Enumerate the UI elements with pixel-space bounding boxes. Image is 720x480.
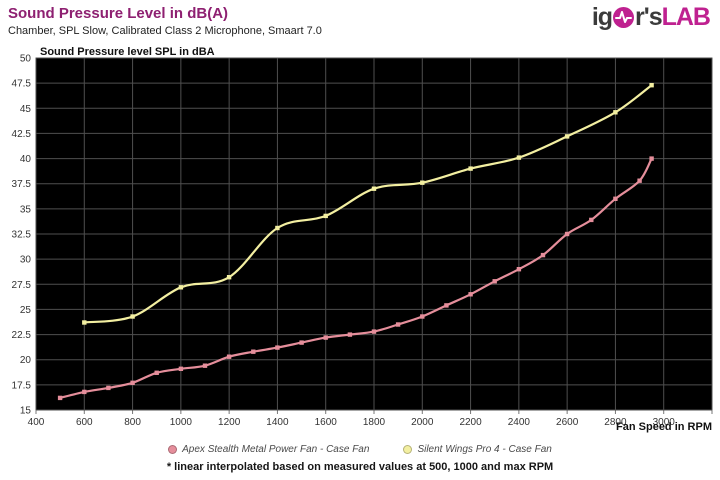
svg-text:22.5: 22.5 xyxy=(12,330,32,341)
svg-text:37.5: 37.5 xyxy=(12,179,32,190)
svg-text:3000: 3000 xyxy=(653,417,676,428)
legend-item-silent-wings: Silent Wings Pro 4 - Case Fan xyxy=(403,444,552,455)
svg-text:45: 45 xyxy=(20,104,32,115)
svg-text:47.5: 47.5 xyxy=(12,79,32,90)
svg-text:2000: 2000 xyxy=(411,417,434,428)
page-subtitle: Chamber, SPL Slow, Calibrated Class 2 Mi… xyxy=(8,25,322,37)
igorslab-logo: ig r's LAB xyxy=(591,3,711,31)
svg-text:42.5: 42.5 xyxy=(12,129,32,140)
footnote: * linear interpolated based on measured … xyxy=(166,461,554,473)
legend: Apex Stealth Metal Power Fan - Case Fan … xyxy=(0,444,720,455)
legend-label-apex: Apex Stealth Metal Power Fan - Case Fan xyxy=(182,444,370,455)
svg-text:1400: 1400 xyxy=(266,417,289,428)
svg-text:20: 20 xyxy=(20,355,32,366)
svg-text:2400: 2400 xyxy=(508,417,531,428)
svg-text:2200: 2200 xyxy=(459,417,482,428)
svg-text:32.5: 32.5 xyxy=(12,230,32,241)
svg-text:600: 600 xyxy=(76,417,93,428)
logo-text-lab: LAB xyxy=(661,3,711,31)
svg-text:40: 40 xyxy=(20,154,32,165)
legend-item-apex: Apex Stealth Metal Power Fan - Case Fan xyxy=(168,444,369,455)
svg-text:1800: 1800 xyxy=(363,417,386,428)
spl-line-chart: 400 600 800 1000 1200 1400 1600 1800 2000 2200 240… xyxy=(12,54,713,428)
silent-wings-series-marker-icon xyxy=(403,445,413,454)
y-axis-title: Sound Pressure level SPL in dBA xyxy=(40,46,215,58)
svg-text:27.5: 27.5 xyxy=(12,280,32,291)
apex-series-marker-icon xyxy=(168,445,178,454)
svg-text:15: 15 xyxy=(20,406,32,417)
svg-text:35: 35 xyxy=(20,204,32,215)
svg-text:17.5: 17.5 xyxy=(12,380,32,391)
svg-text:30: 30 xyxy=(20,255,32,266)
svg-text:1000: 1000 xyxy=(170,417,193,428)
svg-text:1600: 1600 xyxy=(315,417,338,428)
legend-label-silent-wings: Silent Wings Pro 4 - Case Fan xyxy=(417,444,552,455)
svg-text:50: 50 xyxy=(20,54,32,65)
x-axis-label: Fan Speed in RPM xyxy=(616,421,712,433)
svg-text:2600: 2600 xyxy=(556,417,579,428)
page-title: Sound Pressure Level in dB(A) xyxy=(8,5,229,22)
logo-text-ig: ig xyxy=(591,3,613,31)
svg-text:25: 25 xyxy=(20,305,32,316)
logo-text-rs: r's xyxy=(635,3,663,31)
svg-text:800: 800 xyxy=(124,417,141,428)
svg-text:400: 400 xyxy=(28,417,45,428)
pulse-icon xyxy=(613,7,635,28)
svg-text:1200: 1200 xyxy=(218,417,241,428)
svg-text:2800: 2800 xyxy=(604,417,627,428)
